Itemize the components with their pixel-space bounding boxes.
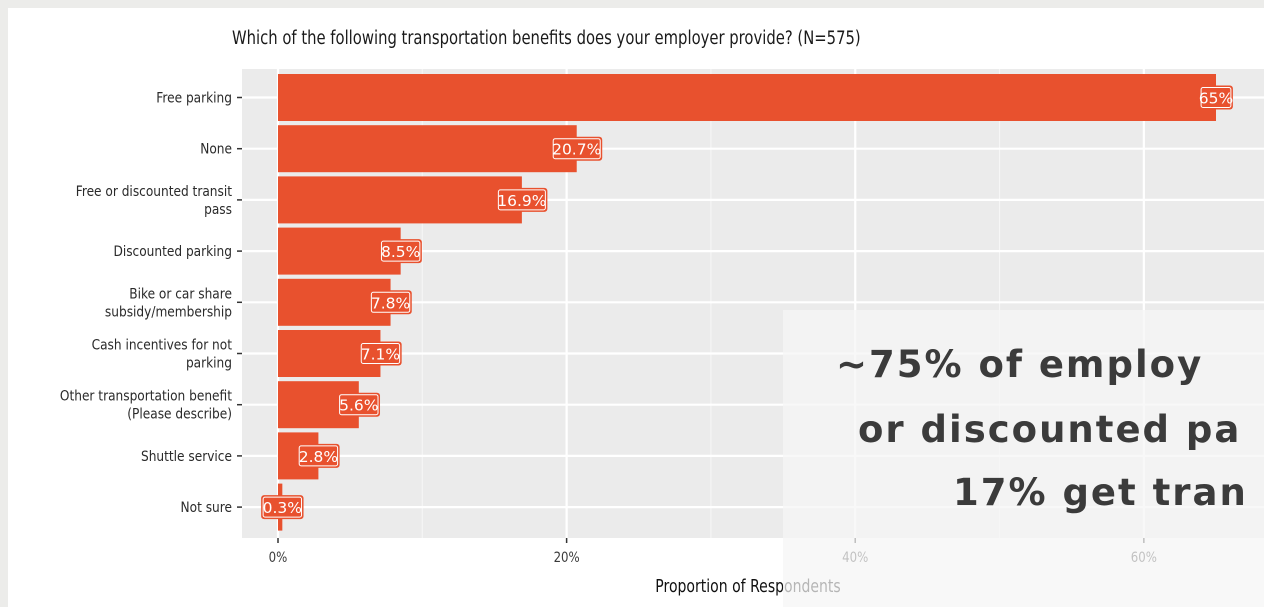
data-label: 7.1% <box>361 346 400 364</box>
data-label-box <box>261 495 304 520</box>
data-label-box <box>379 239 422 264</box>
data-label: 7.8% <box>371 294 410 312</box>
data-label-box <box>297 443 340 468</box>
callout-line-2: or discounted pa <box>858 408 1242 451</box>
slide: Which of the following transportation be… <box>8 8 1264 607</box>
bar <box>278 125 577 173</box>
bar <box>278 74 1216 121</box>
data-label: 65% <box>1199 90 1233 108</box>
data-label-box <box>1199 85 1233 110</box>
category-label: Free or discounted transit <box>76 184 232 200</box>
bar <box>278 176 522 224</box>
data-label-border <box>380 240 421 262</box>
data-label-border <box>262 496 303 518</box>
data-label: 8.5% <box>381 243 420 261</box>
data-label: 0.3% <box>263 499 302 517</box>
data-label-box <box>496 187 548 212</box>
data-label: 16.9% <box>497 192 546 210</box>
category-label: None <box>200 142 232 158</box>
data-label-border <box>552 138 601 160</box>
data-label-border <box>497 189 546 211</box>
data-label-box <box>369 290 412 315</box>
callout-line-3: 17% get tran <box>953 471 1248 514</box>
category-label: Shuttle service <box>141 449 232 465</box>
data-label-box <box>337 392 381 417</box>
callout-overlay <box>783 310 1264 607</box>
data-label-border <box>370 291 411 313</box>
chart-title: Which of the following transportation be… <box>232 28 861 49</box>
x-tick-label: 0% <box>269 550 288 566</box>
category-label: Discounted parking <box>113 244 232 260</box>
data-label-border <box>1200 87 1232 108</box>
category-label: Other transportation benefit <box>60 389 232 405</box>
category-label: pass <box>204 202 232 218</box>
category-label: Cash incentives for not <box>92 338 232 354</box>
category-label: (Please describe) <box>127 407 232 423</box>
category-label: Not sure <box>181 500 232 516</box>
category-label: parking <box>186 356 232 372</box>
data-label-box <box>551 136 603 161</box>
category-label: Bike or car share <box>129 286 232 302</box>
data-label-border <box>339 394 379 416</box>
x-tick-label: 20% <box>554 550 580 566</box>
data-label: 5.6% <box>339 397 378 415</box>
data-label-border <box>360 343 401 364</box>
data-label: 20.7% <box>552 141 601 159</box>
data-label-box <box>359 341 402 366</box>
category-label: Free parking <box>156 91 232 107</box>
callout-line-1: ~75% of employ <box>836 343 1204 386</box>
data-label: 2.8% <box>299 448 338 466</box>
data-label-border <box>298 445 339 467</box>
category-label: subsidy/membership <box>105 304 232 320</box>
